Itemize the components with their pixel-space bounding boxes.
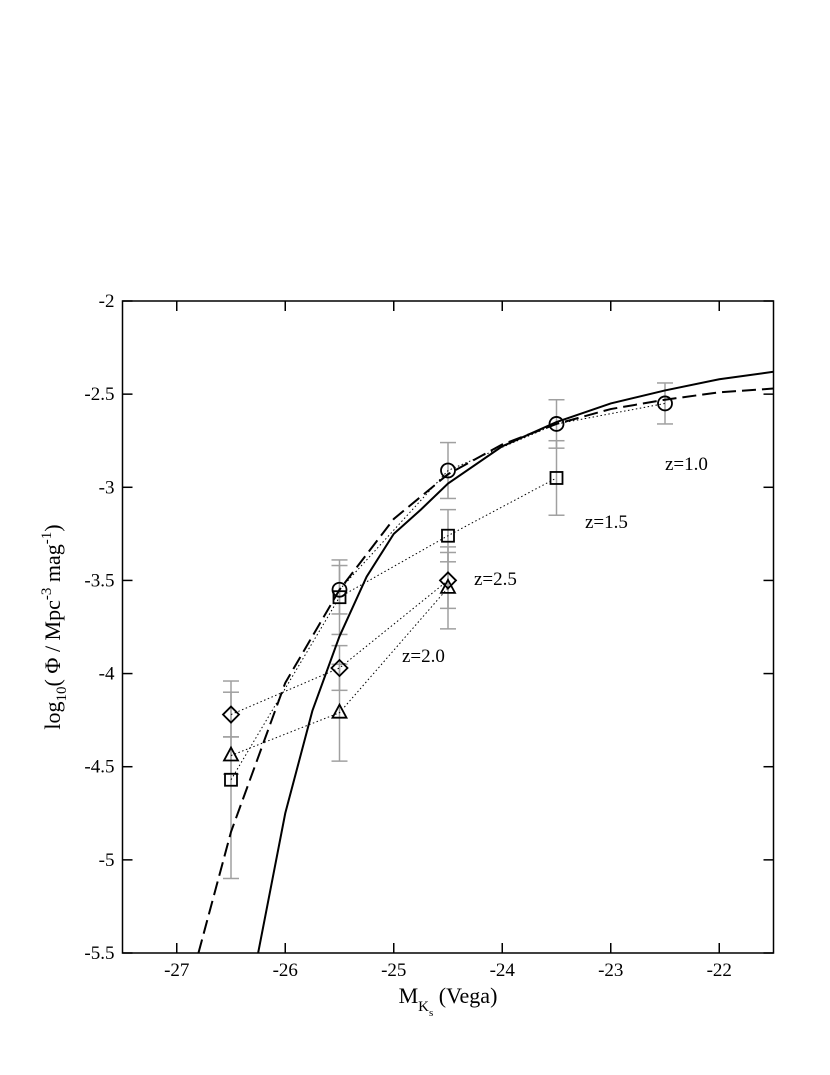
series-label: z=1.5 bbox=[585, 512, 628, 533]
y-tick-label: -5.5 bbox=[84, 943, 114, 964]
series-label: z=2.0 bbox=[402, 646, 445, 667]
y-label-part: ( Φ / Mpc bbox=[40, 600, 65, 687]
model-curve bbox=[197, 387, 774, 953]
error-bar bbox=[223, 691, 239, 738]
x-label-part: M bbox=[399, 983, 419, 1008]
series-label: z=1.0 bbox=[665, 454, 708, 475]
y-label-part: mag bbox=[40, 544, 65, 587]
y-axis-label: log10( Φ / Mpc-3 mag-1) bbox=[39, 524, 70, 729]
x-label-part: (Vega) bbox=[433, 983, 497, 1008]
marker bbox=[330, 702, 349, 719]
y-tick-label: -5 bbox=[99, 850, 115, 871]
x-label-part: s bbox=[429, 1007, 433, 1019]
marker bbox=[440, 462, 456, 479]
x-axis-label: MKs (Vega) bbox=[399, 983, 498, 1019]
series-label: z=2.5 bbox=[474, 569, 517, 590]
marker bbox=[438, 571, 458, 590]
y-tick-label: -4.5 bbox=[84, 757, 114, 778]
series-line bbox=[230, 477, 557, 781]
y-label-part: log bbox=[40, 701, 65, 729]
marker bbox=[221, 705, 241, 724]
marker bbox=[439, 577, 457, 594]
model-curve bbox=[257, 370, 774, 953]
y-tick-label: -3 bbox=[99, 477, 115, 498]
series-line bbox=[230, 587, 449, 757]
y-label-part: 10 bbox=[54, 686, 70, 701]
y-label-part: -1 bbox=[39, 532, 55, 545]
x-tick-label: -22 bbox=[707, 960, 732, 981]
y-tick-label: -2 bbox=[99, 291, 115, 312]
y-tick-label: -4 bbox=[99, 664, 115, 685]
marker bbox=[222, 745, 240, 762]
y-label-part: ) bbox=[40, 524, 65, 531]
marker bbox=[330, 658, 349, 678]
x-tick-label: -24 bbox=[490, 960, 516, 981]
y-tick-label: -3.5 bbox=[84, 570, 114, 591]
x-tick-label: -27 bbox=[164, 960, 189, 981]
marker bbox=[332, 590, 347, 605]
x-tick-label: -23 bbox=[598, 960, 623, 981]
marker bbox=[657, 395, 673, 412]
marker bbox=[548, 416, 565, 432]
y-label-part: -3 bbox=[39, 588, 55, 601]
x-tick-label: -25 bbox=[381, 960, 406, 981]
plot-area bbox=[197, 370, 774, 953]
marker bbox=[224, 772, 238, 787]
marker bbox=[549, 471, 564, 485]
error-bar bbox=[548, 439, 565, 516]
series-line bbox=[339, 402, 666, 591]
plot-frame bbox=[121, 300, 775, 954]
x-label-part: K bbox=[418, 999, 429, 1015]
y-tick-label: -2.5 bbox=[84, 384, 114, 405]
marker bbox=[441, 528, 455, 543]
x-tick-label: -26 bbox=[273, 960, 298, 981]
